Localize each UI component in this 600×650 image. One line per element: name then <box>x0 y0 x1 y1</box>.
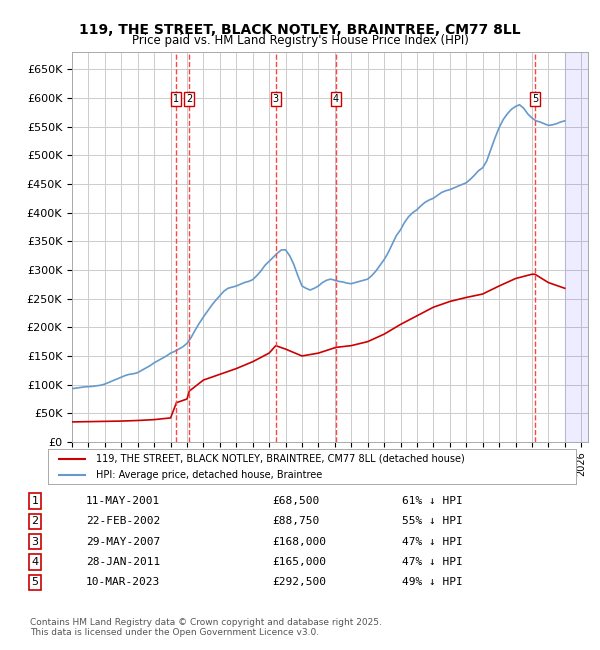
Text: 119, THE STREET, BLACK NOTLEY, BRAINTREE, CM77 8LL: 119, THE STREET, BLACK NOTLEY, BRAINTREE… <box>79 23 521 37</box>
Text: 5: 5 <box>532 94 538 104</box>
Text: 3: 3 <box>31 537 38 547</box>
Text: HPI: Average price, detached house, Braintree: HPI: Average price, detached house, Brai… <box>95 471 322 480</box>
Text: 4: 4 <box>333 94 339 104</box>
Text: 1: 1 <box>173 94 179 104</box>
Text: 55% ↓ HPI: 55% ↓ HPI <box>401 516 462 526</box>
Text: £292,500: £292,500 <box>272 577 326 588</box>
Bar <box>565 52 588 442</box>
Text: 11-MAY-2001: 11-MAY-2001 <box>86 496 160 506</box>
Text: 47% ↓ HPI: 47% ↓ HPI <box>401 537 462 547</box>
Text: 2: 2 <box>186 94 193 104</box>
Text: 49% ↓ HPI: 49% ↓ HPI <box>401 577 462 588</box>
Text: Contains HM Land Registry data © Crown copyright and database right 2025.
This d: Contains HM Land Registry data © Crown c… <box>30 618 382 637</box>
Text: 4: 4 <box>31 557 38 567</box>
Text: 10-MAR-2023: 10-MAR-2023 <box>86 577 160 588</box>
Text: £68,500: £68,500 <box>272 496 319 506</box>
Text: 28-JAN-2011: 28-JAN-2011 <box>86 557 160 567</box>
Text: £168,000: £168,000 <box>272 537 326 547</box>
Text: 119, THE STREET, BLACK NOTLEY, BRAINTREE, CM77 8LL (detached house): 119, THE STREET, BLACK NOTLEY, BRAINTREE… <box>95 454 464 463</box>
Text: £165,000: £165,000 <box>272 557 326 567</box>
Text: 3: 3 <box>273 94 279 104</box>
Text: 61% ↓ HPI: 61% ↓ HPI <box>401 496 462 506</box>
Text: 1: 1 <box>31 496 38 506</box>
Text: 2: 2 <box>31 516 38 526</box>
Text: Price paid vs. HM Land Registry's House Price Index (HPI): Price paid vs. HM Land Registry's House … <box>131 34 469 47</box>
Text: £88,750: £88,750 <box>272 516 319 526</box>
Text: 29-MAY-2007: 29-MAY-2007 <box>86 537 160 547</box>
Text: 5: 5 <box>31 577 38 588</box>
Text: 22-FEB-2002: 22-FEB-2002 <box>86 516 160 526</box>
Text: 47% ↓ HPI: 47% ↓ HPI <box>401 557 462 567</box>
